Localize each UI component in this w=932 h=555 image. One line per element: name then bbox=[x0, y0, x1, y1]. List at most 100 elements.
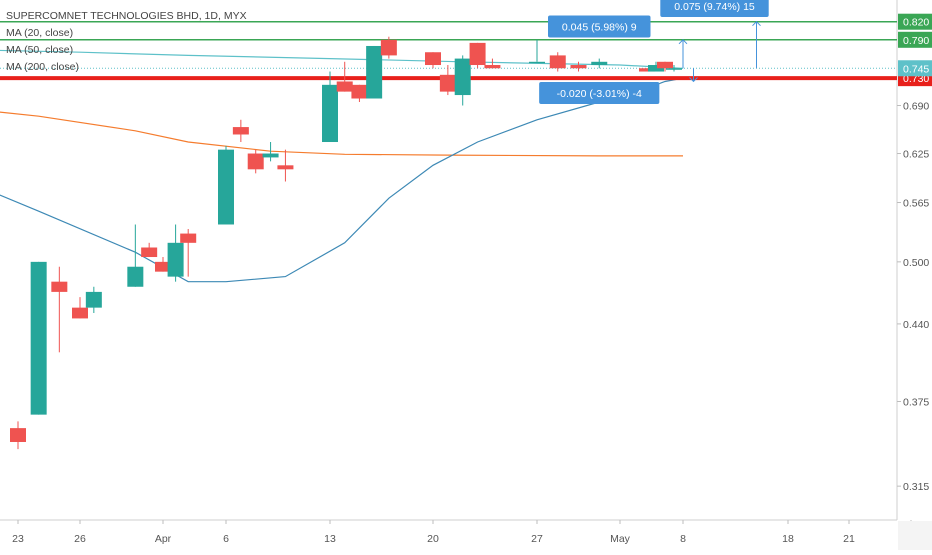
x-tick-label: 26 bbox=[74, 533, 86, 545]
measure-label: -0.020 (-3.01%) -4 bbox=[557, 88, 642, 100]
candle-body bbox=[666, 68, 682, 70]
measure-tool-0: 0.045 (5.98%) 9 bbox=[548, 15, 688, 69]
candle bbox=[639, 68, 655, 72]
last-price-badge-box bbox=[898, 60, 932, 77]
candle-body bbox=[167, 242, 184, 277]
x-tick-label: May bbox=[610, 533, 631, 545]
y-tick-label: 0.315 bbox=[903, 481, 929, 493]
ma50-legend: MA (50, close) bbox=[6, 44, 74, 56]
candle-body bbox=[351, 84, 368, 99]
candle-body bbox=[180, 233, 197, 243]
candle bbox=[439, 65, 456, 96]
candle bbox=[366, 45, 383, 99]
level-badge-0-box bbox=[898, 13, 932, 30]
level-badge-1-box bbox=[898, 31, 932, 48]
candle bbox=[141, 242, 158, 258]
candle-body bbox=[127, 266, 144, 287]
candle-body bbox=[262, 153, 279, 158]
measure-label-box bbox=[660, 0, 769, 17]
x-tick-label: 21 bbox=[843, 533, 855, 545]
candle-body bbox=[322, 84, 338, 143]
candle bbox=[336, 61, 353, 92]
measure-label-box bbox=[539, 81, 660, 104]
candle-body bbox=[469, 42, 486, 66]
ma200-line bbox=[0, 111, 683, 157]
candle-body bbox=[366, 45, 383, 99]
candle-body bbox=[155, 261, 171, 272]
candle bbox=[549, 52, 566, 72]
measure-tool-2: -0.020 (-3.01%) -4 bbox=[539, 68, 698, 104]
candle-body bbox=[549, 55, 566, 69]
candle bbox=[657, 61, 673, 72]
x-tick-label: 20 bbox=[427, 533, 439, 545]
candle-body bbox=[591, 61, 608, 66]
candle bbox=[425, 52, 441, 69]
candle-body bbox=[657, 61, 673, 69]
candle bbox=[247, 149, 264, 174]
candle-body bbox=[425, 52, 441, 66]
candle bbox=[30, 261, 47, 415]
symbol-title: SUPERCOMNET TECHNOLOGIES BHD, 1D, MYX bbox=[6, 10, 247, 22]
candle bbox=[167, 224, 184, 282]
measure-arrow bbox=[689, 77, 698, 83]
y-tick-label: 0.500 bbox=[903, 257, 929, 269]
candle bbox=[484, 58, 501, 69]
candle-body bbox=[570, 65, 587, 69]
y-tick-label: 0.440 bbox=[903, 319, 929, 331]
candle bbox=[85, 286, 102, 314]
x-tick-label: 27 bbox=[531, 533, 543, 545]
y-tick-label: 0.375 bbox=[903, 397, 929, 409]
candle bbox=[380, 36, 397, 59]
ma50-line bbox=[0, 49, 684, 69]
candle bbox=[570, 61, 587, 72]
candle bbox=[180, 229, 197, 277]
candle bbox=[155, 257, 171, 272]
measure-label-box bbox=[548, 15, 651, 38]
candle-body bbox=[247, 153, 264, 170]
ma200-legend: MA (200, close) bbox=[6, 61, 79, 73]
candle-body bbox=[218, 149, 234, 225]
chart-legend: SUPERCOMNET TECHNOLOGIES BHD, 1D, MYX MA… bbox=[6, 8, 247, 76]
candle bbox=[10, 421, 26, 450]
candle bbox=[648, 61, 664, 72]
ma20-legend: MA (20, close) bbox=[6, 27, 74, 39]
y-tick-label: 0.565 bbox=[903, 198, 929, 210]
candle-body bbox=[529, 61, 545, 64]
level-badge-0-text: 0.820 bbox=[903, 17, 929, 29]
candle bbox=[51, 266, 68, 353]
level-badge-1-text: 0.790 bbox=[903, 35, 929, 47]
measure-label: 0.045 (5.98%) 9 bbox=[562, 21, 637, 33]
candle bbox=[277, 149, 294, 182]
y-tick-label: 0.625 bbox=[903, 149, 929, 161]
candle-body bbox=[30, 261, 47, 415]
candle-body bbox=[10, 428, 26, 442]
candle bbox=[127, 224, 144, 287]
measure-arrow bbox=[678, 39, 688, 45]
candle bbox=[469, 42, 486, 69]
candle-body bbox=[85, 291, 102, 308]
x-tick-label: 13 bbox=[324, 533, 336, 545]
measure-label: 0.075 (9.74%) 15 bbox=[674, 1, 755, 13]
candle bbox=[218, 145, 234, 225]
candle-body bbox=[454, 58, 471, 96]
candle-body bbox=[648, 65, 664, 72]
candle-body bbox=[439, 74, 456, 92]
candle-body bbox=[277, 165, 294, 170]
candle-body bbox=[484, 65, 501, 69]
x-tick-label: 23 bbox=[12, 533, 24, 545]
candle bbox=[666, 65, 682, 72]
candle bbox=[322, 71, 338, 143]
candle-body bbox=[141, 247, 158, 258]
x-tick-label: 18 bbox=[782, 533, 794, 545]
plot-area: 0.045 (5.98%) 9 0.075 (9.74%) 15 -0.020 (-… bbox=[0, 0, 897, 450]
candle-body bbox=[380, 39, 397, 56]
x-tick-label: 8 bbox=[680, 533, 686, 545]
last-price-badge-text: 0.745 bbox=[903, 63, 929, 75]
candle bbox=[232, 119, 249, 143]
x-tick-label: 6 bbox=[223, 533, 229, 545]
candle bbox=[351, 84, 368, 102]
candle-body bbox=[232, 127, 249, 135]
candle bbox=[591, 58, 608, 69]
